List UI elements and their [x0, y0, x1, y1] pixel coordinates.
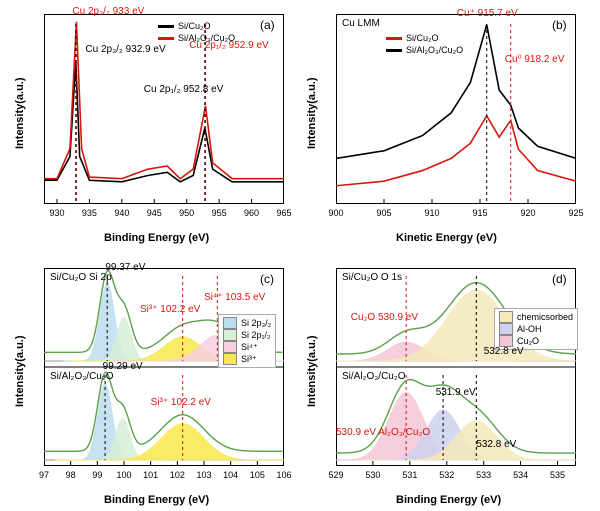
panel-d-xlabel: Binding Energy (eV) [396, 494, 501, 506]
xtick: 915 [470, 208, 490, 218]
xtick: 960 [242, 208, 262, 218]
xtick: 531 [400, 470, 420, 480]
xtick: 925 [566, 208, 586, 218]
peak-annot: Cu⁰ 918.2 eV [505, 54, 565, 65]
xtick: 100 [114, 470, 134, 480]
xtick: 945 [144, 208, 164, 218]
xtick: 535 [548, 470, 568, 480]
xtick: 900 [326, 208, 346, 218]
xtick: 97 [34, 470, 54, 480]
peak-annot: Cu 2p₃/₂ 932.9 eV [85, 44, 165, 55]
xtick: 529 [326, 470, 346, 480]
xtick: 950 [177, 208, 197, 218]
xtick: 935 [79, 208, 99, 218]
xtick: 905 [374, 208, 394, 218]
peak-annot: 530.9 eV Al₂O₃/Cu₂O [336, 427, 430, 438]
xtick: 955 [209, 208, 229, 218]
panel-a-xlabel: Binding Energy (eV) [104, 232, 209, 244]
panel-c-title-top: Si/Cu₂O Si 2p [50, 272, 112, 283]
xtick: 930 [47, 208, 67, 218]
peak-annot: Cu⁺ 915.7 eV [457, 8, 518, 19]
xtick: 920 [518, 208, 538, 218]
panel-c-title-bot: Si/Al₂O₃/Cu₂O [50, 371, 114, 382]
peak-annot: 532.8 eV [484, 346, 524, 357]
xtick: 106 [274, 470, 294, 480]
xtick: 103 [194, 470, 214, 480]
panel-d-ylabel: Intensity(a.u.) [306, 335, 318, 407]
peak-annot: Si³⁺ 102.2 eV [151, 397, 211, 408]
panel-b-topleft: Cu LMM [342, 18, 380, 29]
xtick: 910 [422, 208, 442, 218]
panel-a-letter: (a) [260, 18, 275, 32]
panel-d-title-bot: Si/Al₂O₃/Cu₂O [342, 371, 406, 382]
xtick: 99 [87, 470, 107, 480]
xtick: 98 [61, 470, 81, 480]
peak-annot: Si⁴⁺ 103.5 eV [204, 292, 265, 303]
panel-a-ylabel: Intensity(a.u.) [14, 77, 26, 149]
peak-annot: Cu 2p₁/₂ 952.8 eV [144, 84, 224, 95]
xtick: 102 [167, 470, 187, 480]
panel-b-legend: Si/Cu₂OSi/Al₂O₃/Cu₂O [382, 30, 467, 58]
xtick: 105 [247, 470, 267, 480]
panel-c-xlabel: Binding Energy (eV) [104, 494, 209, 506]
xtick: 104 [221, 470, 241, 480]
panel-b-ylabel: Intensity(a.u.) [306, 77, 318, 149]
panel-d-legend: chemicsorbedAl-OHCu₂O [494, 308, 578, 350]
peak-annot: Cu 2p₃/₂ 933 eV [72, 6, 144, 17]
panel-d-title-top: Si/Cu₂O O 1s [342, 272, 402, 283]
panel-b-xlabel: Kinetic Energy (eV) [396, 232, 497, 244]
panel-c-letter: (c) [260, 272, 274, 286]
panel-d-letter: (d) [552, 272, 567, 286]
xtick: 534 [511, 470, 531, 480]
xtick: 101 [141, 470, 161, 480]
peak-annot: Cu₂O 530.9 eV [351, 312, 418, 323]
peak-annot: 531.9 eV [436, 387, 476, 398]
xtick: 965 [274, 208, 294, 218]
xtick: 532 [437, 470, 457, 480]
peak-annot: 99.37 eV [105, 262, 145, 273]
peak-annot: Cu 2p₁/₂ 952.9 eV [189, 40, 269, 51]
peak-annot: 99.29 eV [103, 361, 143, 372]
peak-annot: Si³⁺ 102.2 eV [140, 304, 200, 315]
peak-annot: 532.8 eV [476, 439, 516, 450]
panel-b-letter: (b) [552, 18, 567, 32]
xtick: 533 [474, 470, 494, 480]
panel-c-ylabel: Intensity(a.u.) [14, 335, 26, 407]
panel-c-legend: Si 2p₃/₂Si 2p₁/₂Si⁴⁺Si³⁺ [218, 314, 276, 368]
xtick: 530 [363, 470, 383, 480]
xtick: 940 [112, 208, 132, 218]
